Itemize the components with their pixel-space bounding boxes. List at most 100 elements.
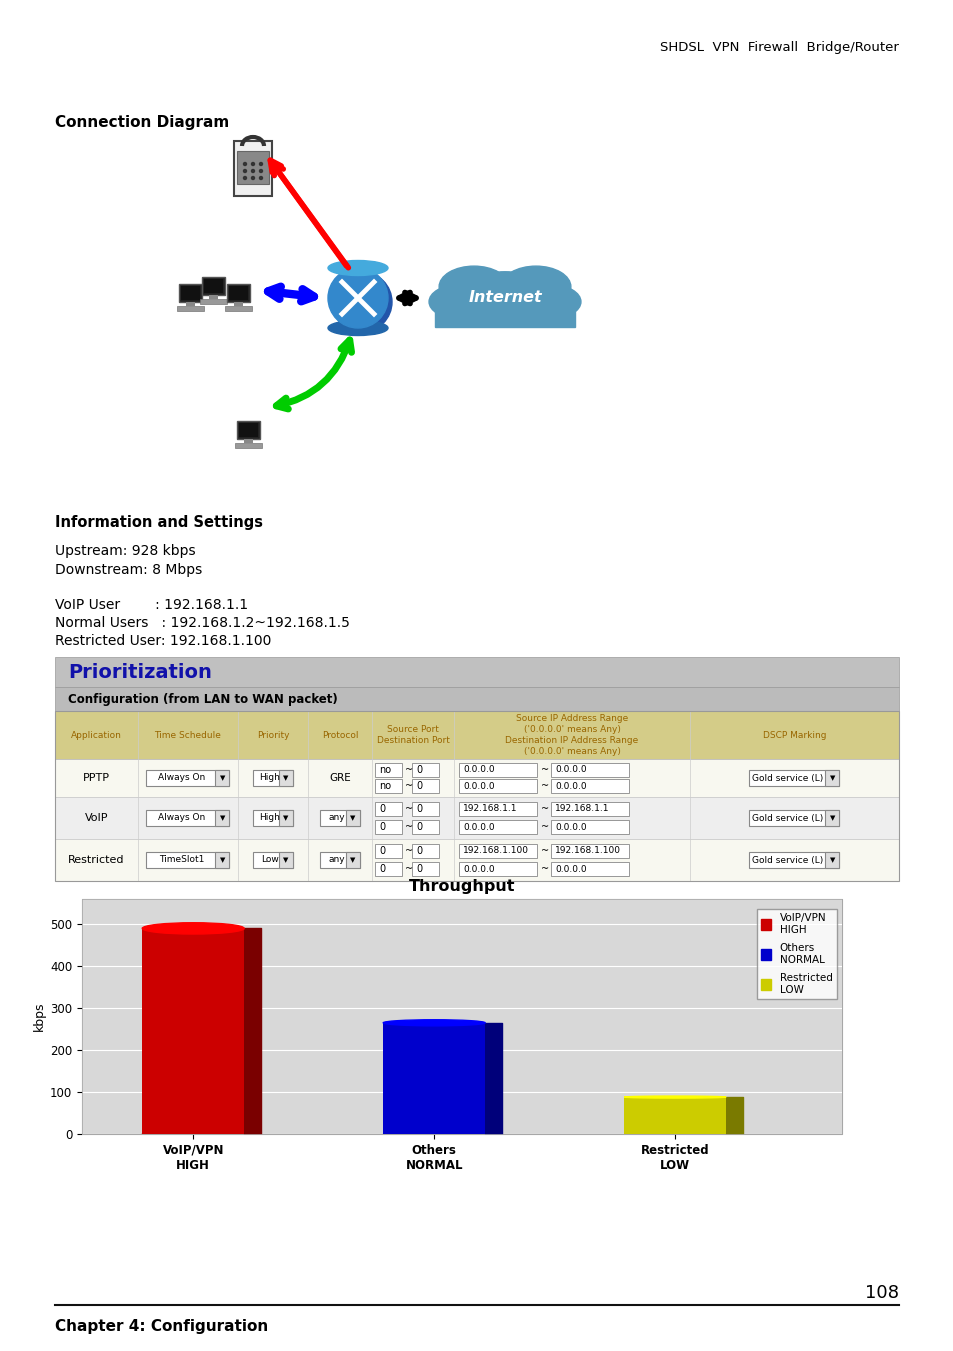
Bar — [229, 286, 248, 300]
Bar — [824, 770, 839, 786]
Circle shape — [332, 272, 392, 332]
Text: 0.0.0.0: 0.0.0.0 — [555, 782, 586, 790]
Bar — [214, 811, 230, 825]
Bar — [200, 299, 227, 304]
Bar — [209, 295, 218, 299]
Bar — [551, 862, 628, 877]
Text: no: no — [378, 781, 391, 792]
Bar — [82, 898, 841, 1133]
Text: 192.168.1.1: 192.168.1.1 — [555, 804, 609, 813]
Ellipse shape — [462, 272, 547, 324]
Text: Downstream: 8 Mbps: Downstream: 8 Mbps — [55, 563, 202, 577]
Bar — [375, 780, 401, 793]
Bar — [623, 1097, 725, 1133]
Bar — [458, 844, 537, 858]
Bar — [551, 844, 628, 858]
Text: 0.0.0.0: 0.0.0.0 — [555, 823, 586, 832]
Bar — [412, 780, 438, 793]
Bar — [214, 770, 230, 786]
Bar — [204, 280, 223, 293]
Text: ~: ~ — [405, 846, 413, 855]
Bar — [551, 780, 628, 793]
Text: 192.168.1.100: 192.168.1.100 — [555, 846, 620, 855]
Bar — [412, 862, 438, 877]
Text: VoIP: VoIP — [85, 813, 108, 823]
Bar — [551, 801, 628, 816]
Bar — [177, 305, 204, 311]
Bar — [383, 1023, 485, 1133]
FancyBboxPatch shape — [749, 811, 839, 825]
Text: ▼: ▼ — [829, 775, 834, 781]
Text: ~: ~ — [540, 765, 549, 774]
Circle shape — [259, 162, 262, 166]
Bar — [55, 657, 898, 688]
FancyBboxPatch shape — [147, 811, 230, 825]
Ellipse shape — [328, 320, 388, 335]
Text: Internet: Internet — [468, 290, 541, 305]
Text: 0.0.0.0: 0.0.0.0 — [462, 765, 494, 774]
Bar — [55, 759, 898, 797]
Text: Normal Users   : 192.168.1.2~192.168.1.5: Normal Users : 192.168.1.2~192.168.1.5 — [55, 616, 350, 630]
Circle shape — [243, 177, 246, 180]
Bar — [142, 928, 244, 1133]
Bar — [458, 862, 537, 877]
FancyBboxPatch shape — [253, 852, 293, 867]
Text: any: any — [328, 855, 345, 865]
Text: ▼: ▼ — [283, 857, 288, 863]
Circle shape — [252, 177, 254, 180]
Ellipse shape — [500, 266, 570, 308]
Text: ~: ~ — [405, 781, 413, 792]
Text: ~: ~ — [540, 804, 549, 813]
Bar — [181, 286, 200, 300]
Bar — [824, 852, 839, 867]
Bar — [412, 820, 438, 834]
Bar — [278, 770, 293, 786]
Bar — [551, 820, 628, 834]
Text: 0.0.0.0: 0.0.0.0 — [555, 865, 586, 874]
Text: Time Schedule: Time Schedule — [154, 731, 221, 739]
Text: 0: 0 — [416, 765, 421, 774]
Bar — [375, 844, 401, 858]
Bar — [824, 811, 839, 825]
Text: ▼: ▼ — [350, 857, 355, 863]
Ellipse shape — [623, 1096, 725, 1098]
Text: TimeSlot1: TimeSlot1 — [158, 855, 204, 865]
Text: 0.0.0.0: 0.0.0.0 — [462, 865, 494, 874]
Text: GRE: GRE — [329, 773, 351, 784]
Text: ~: ~ — [405, 765, 413, 774]
Text: 0: 0 — [378, 823, 385, 832]
Text: ~: ~ — [540, 865, 549, 874]
Text: 0: 0 — [416, 823, 421, 832]
Text: any: any — [328, 813, 345, 823]
Text: Low: Low — [261, 855, 278, 865]
Text: ▼: ▼ — [219, 775, 225, 781]
Bar — [234, 443, 262, 449]
Bar — [345, 852, 359, 867]
Bar — [551, 763, 628, 777]
Text: 0: 0 — [416, 804, 421, 813]
Text: Connection Diagram: Connection Diagram — [55, 115, 229, 130]
FancyBboxPatch shape — [253, 770, 293, 786]
Circle shape — [243, 162, 246, 166]
Text: no: no — [378, 765, 391, 774]
Text: 0: 0 — [416, 846, 421, 855]
Circle shape — [252, 169, 254, 173]
Text: High: High — [259, 774, 280, 782]
FancyBboxPatch shape — [253, 811, 293, 825]
Circle shape — [259, 169, 262, 173]
Text: ▼: ▼ — [829, 815, 834, 821]
Ellipse shape — [438, 266, 508, 308]
Text: Source Port
Destination Port: Source Port Destination Port — [376, 725, 449, 744]
Text: ▼: ▼ — [350, 815, 355, 821]
Bar — [412, 801, 438, 816]
Circle shape — [243, 169, 246, 173]
Text: Restricted: Restricted — [69, 855, 125, 865]
FancyBboxPatch shape — [749, 770, 839, 786]
Text: 0: 0 — [378, 846, 385, 855]
Legend: VoIP/VPN
HIGH, Others
NORMAL, Restricted
LOW: VoIP/VPN HIGH, Others NORMAL, Restricted… — [756, 909, 836, 998]
FancyBboxPatch shape — [319, 852, 359, 867]
Text: Gold service (L): Gold service (L) — [751, 813, 822, 823]
Bar — [227, 284, 250, 303]
Bar — [179, 284, 202, 303]
Bar — [214, 852, 230, 867]
